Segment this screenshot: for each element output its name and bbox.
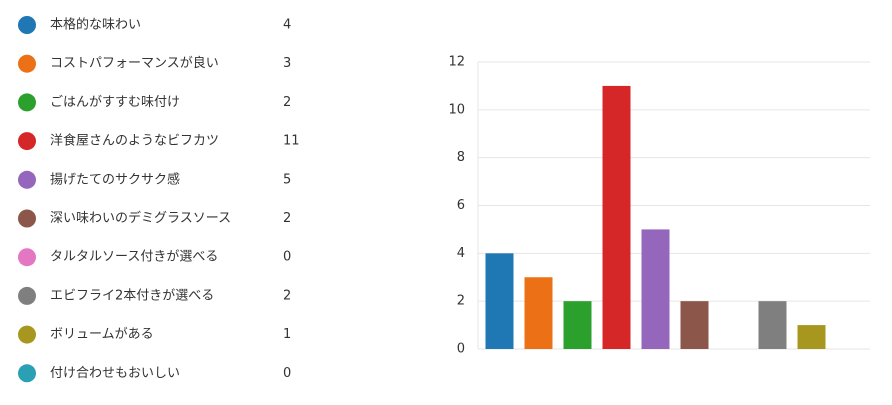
legend-count: 4 — [283, 18, 291, 33]
legend-swatch — [18, 286, 36, 305]
legend-count: 2 — [283, 211, 291, 226]
legend-swatch — [18, 16, 36, 34]
y-tick-label: 4 — [457, 246, 465, 261]
legend-count: 11 — [283, 134, 300, 149]
legend-label: ボリュームがある — [50, 327, 154, 342]
legend-count: 3 — [283, 56, 291, 71]
legend-swatch — [18, 364, 36, 383]
bar — [485, 253, 514, 349]
legend-swatch — [18, 248, 36, 267]
bar — [524, 277, 553, 349]
bar — [797, 325, 826, 349]
legend-swatch — [18, 132, 36, 151]
legend-label: コストパフォーマンスが良い — [50, 55, 219, 71]
legend-swatch — [18, 170, 36, 189]
bar — [563, 301, 592, 349]
legend-label: エビフライ2本付きが選べる — [50, 288, 214, 303]
bar — [680, 301, 709, 349]
y-tick-label: 12 — [448, 55, 465, 70]
bar — [602, 85, 631, 350]
legend-count: 0 — [283, 250, 291, 265]
legend-count: 1 — [283, 327, 291, 342]
y-tick-label: 8 — [457, 150, 465, 165]
legend-label: 洋食屋さんのようなビフカツ — [50, 133, 219, 149]
legend-count: 0 — [283, 366, 291, 381]
y-tick-label: 10 — [448, 102, 465, 117]
legend-swatch — [18, 209, 36, 228]
legend-count: 2 — [283, 95, 291, 110]
y-tick-label: 0 — [457, 342, 465, 357]
legend-label: 深い味わいのデミグラスソース — [50, 210, 231, 226]
bar — [758, 301, 787, 349]
bar — [641, 229, 670, 349]
legend-label: 揚げたてのサクサク感 — [50, 171, 180, 187]
legend-label: 付け合わせもおいしい — [50, 366, 180, 381]
legend-count: 5 — [283, 172, 291, 187]
legend-label: 本格的な味わい — [50, 17, 141, 33]
y-tick-label: 2 — [457, 294, 465, 309]
legend-swatch — [18, 325, 36, 344]
legend-swatch — [18, 54, 36, 73]
legend-label: タルタルソース付きが選べる — [50, 250, 218, 265]
legend-swatch — [18, 93, 36, 112]
legend-label: ごはんがすすむ味付け — [50, 94, 180, 110]
y-tick-label: 6 — [457, 198, 465, 213]
legend-count: 2 — [283, 288, 291, 303]
